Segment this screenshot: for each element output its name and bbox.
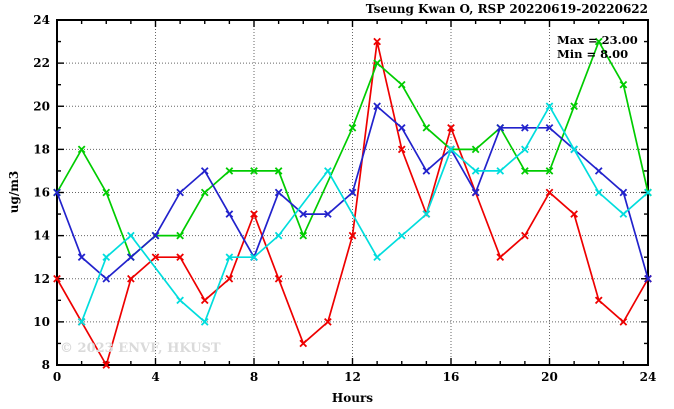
max-value-label: Max = 23.00 [557,33,638,47]
svg-text:10: 10 [33,315,50,329]
y-tick-labels: 8 10 12 14 16 18 20 22 24 [33,13,50,372]
svg-text:8: 8 [42,358,50,372]
x-axis-label: Hours [331,391,374,405]
series-day3-blue [53,102,652,283]
svg-text:12: 12 [33,272,50,286]
svg-text:8: 8 [250,370,258,384]
svg-text:16: 16 [443,370,460,384]
series-day4-cyan [77,102,652,326]
chart-title: Tseung Kwan O, RSP 20220619-20220622 [365,2,648,16]
svg-text:4: 4 [151,370,159,384]
axis-ticks [56,19,649,366]
svg-text:22: 22 [33,56,50,70]
svg-text:18: 18 [33,142,50,156]
y-axis-label: ug/m3 [7,170,21,214]
svg-text:20: 20 [541,370,558,384]
min-value-label: Min = 8.00 [557,47,629,61]
svg-text:24: 24 [33,13,50,27]
svg-text:16: 16 [33,186,50,200]
watermark: © 2023 ENVF, HKUST [60,341,221,356]
svg-text:14: 14 [33,229,50,243]
series-day3-blue-markers [53,102,652,283]
svg-text:20: 20 [33,99,50,113]
series-day4-cyan-markers [77,102,652,326]
max-min-annotation: Max = 23.00 Min = 8.00 [557,33,638,61]
svg-text:0: 0 [53,370,61,384]
svg-text:24: 24 [640,370,657,384]
svg-text:12: 12 [344,370,361,384]
x-tick-labels: 0 4 8 12 16 20 24 [53,370,657,384]
